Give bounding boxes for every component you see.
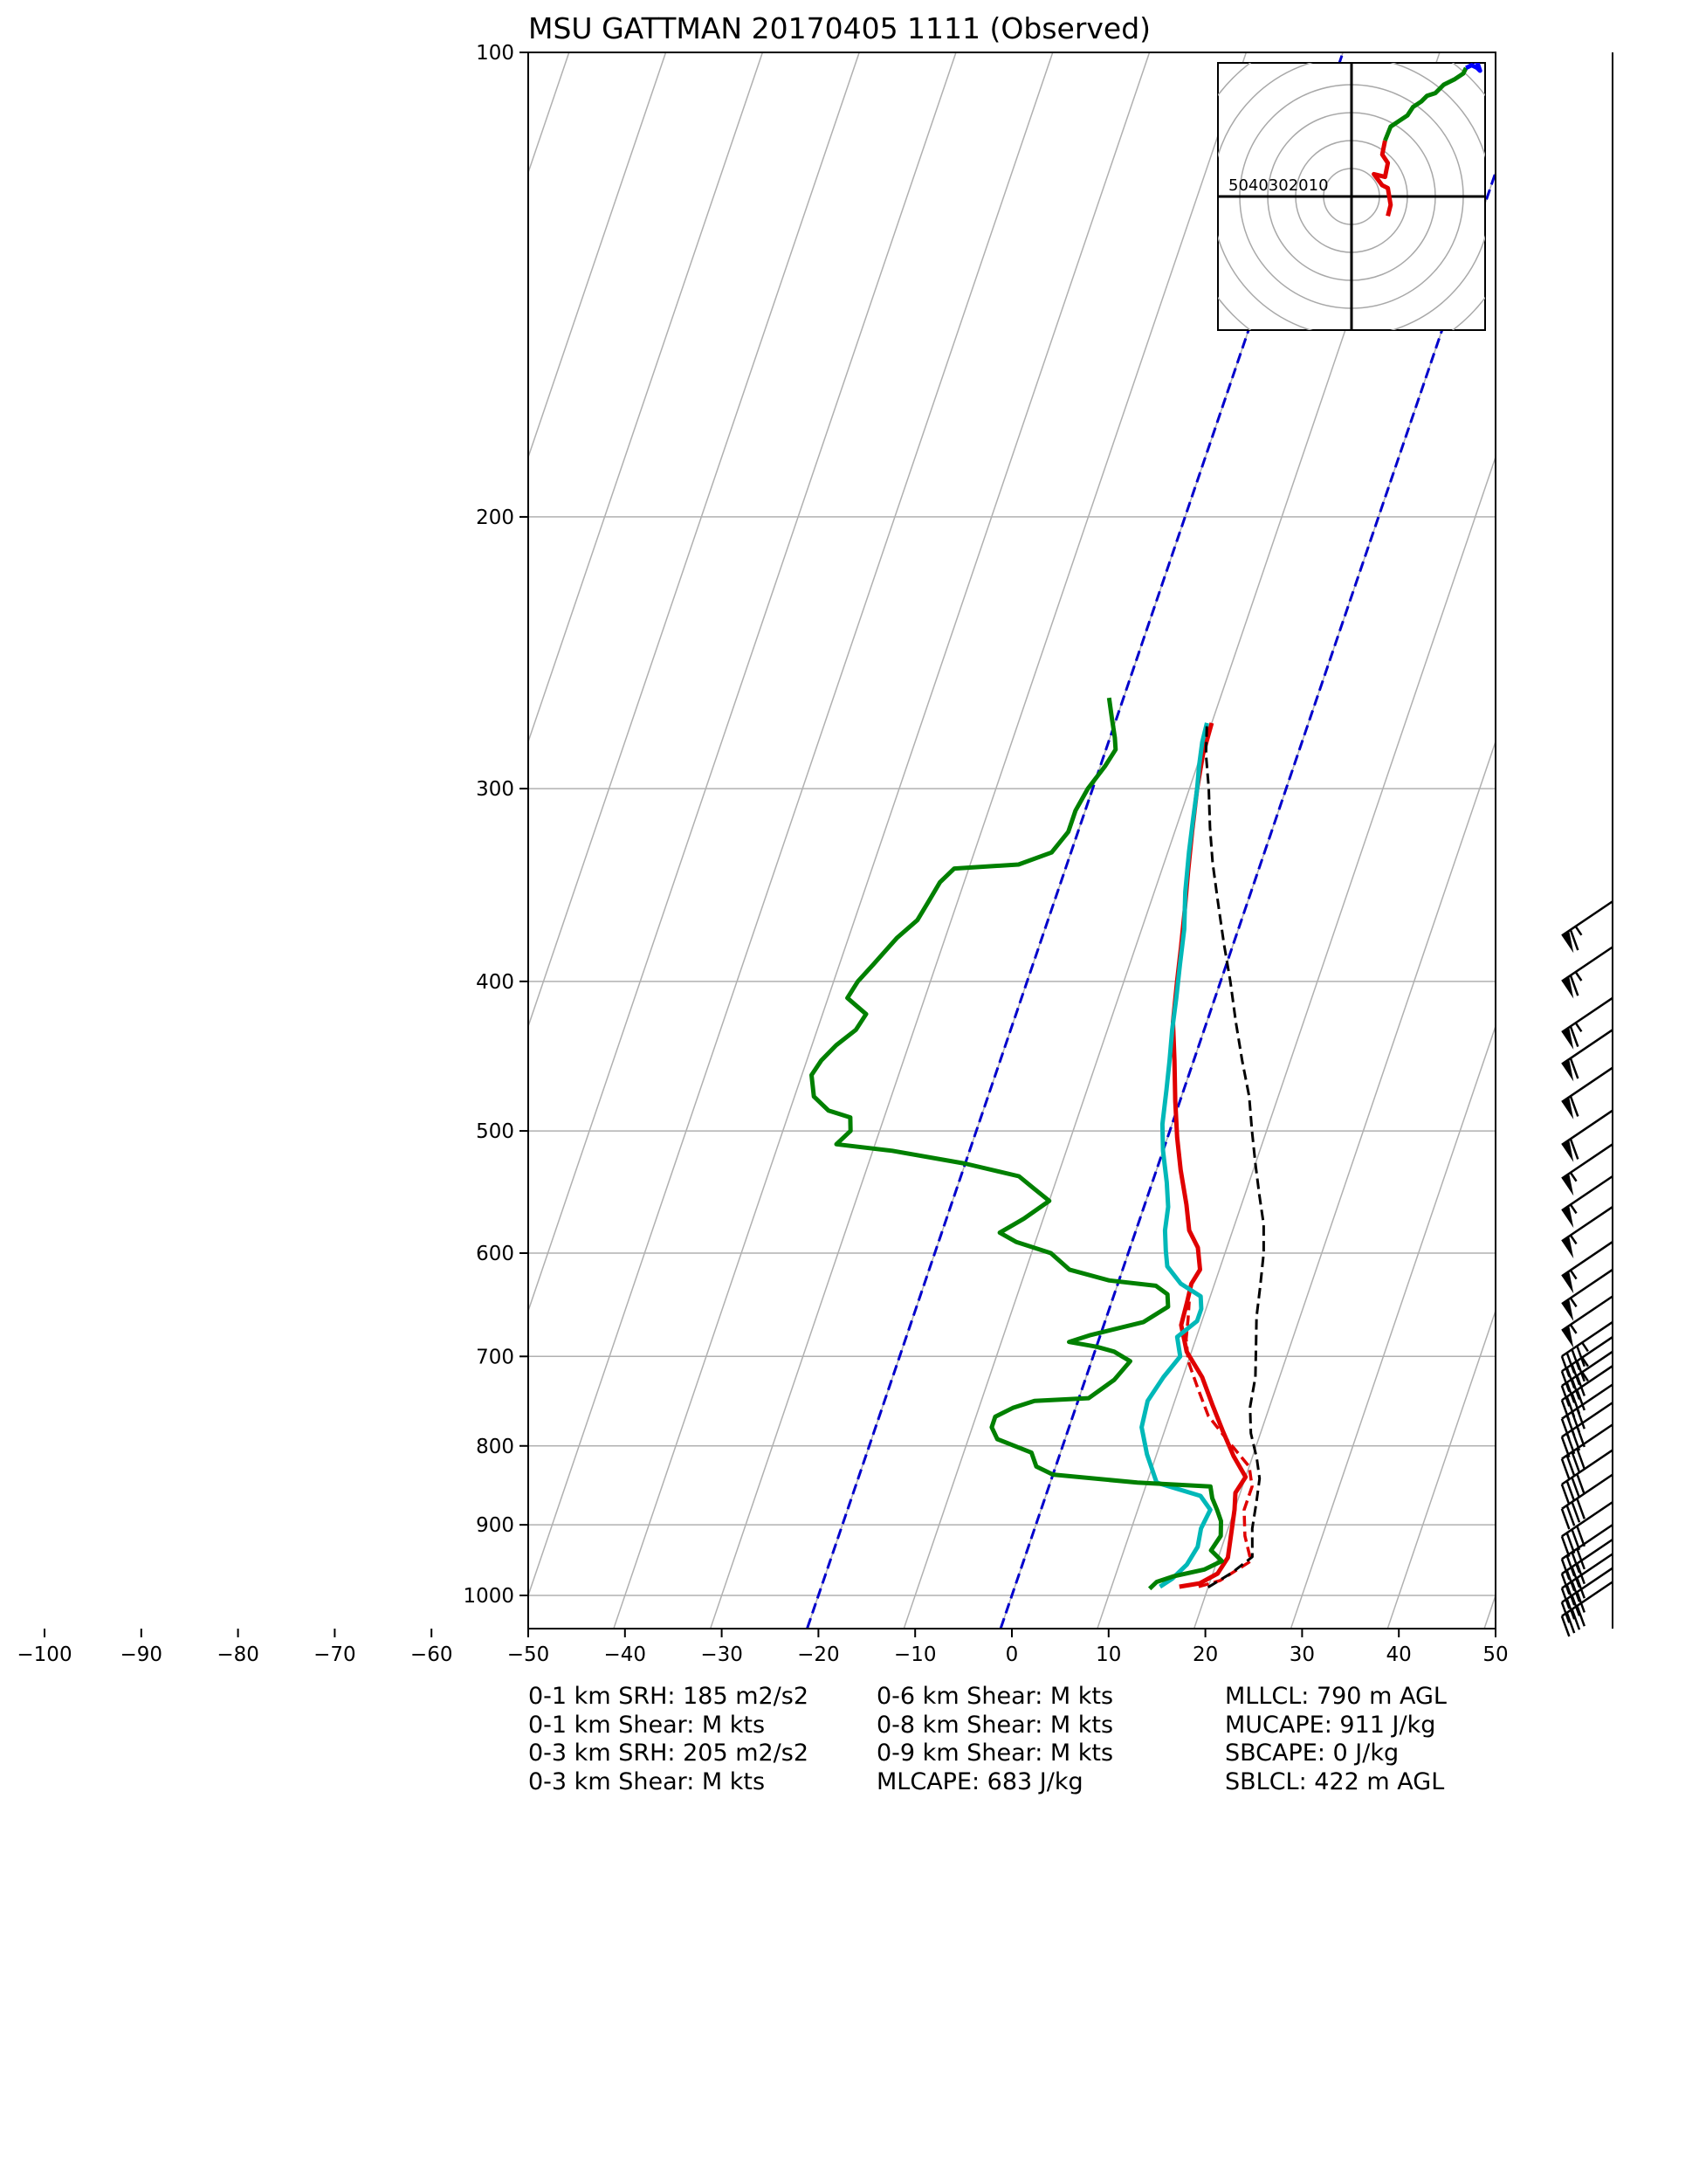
- y-tick-label: 400: [476, 971, 514, 994]
- x-tick-label: 40: [1386, 1643, 1412, 1666]
- wind-barb: [1560, 1501, 1613, 1558]
- isotherm-line: [0, 52, 182, 1628]
- isotherm-line: [528, 52, 667, 459]
- wind-barb: [1561, 1143, 1613, 1196]
- hodograph-traces: [1372, 63, 1482, 217]
- x-tick-label: 10: [1096, 1643, 1121, 1666]
- wind-barb: [1561, 1241, 1613, 1294]
- wind-barb: [1561, 1295, 1613, 1348]
- x-tick-label: −20: [797, 1643, 840, 1666]
- isotherm-line: [1097, 455, 1496, 1629]
- wind-barb: [1561, 1268, 1613, 1322]
- hodograph-inset: 5040302010: [1217, 62, 1486, 331]
- stat-line: 0-1 km Shear: M kts: [528, 1711, 766, 1739]
- temperature-axis: −100 −90 −80 −70 −60 −50 −40 −30 −20 −10 0 10 20 30 40…: [17, 1629, 1509, 1666]
- wind-barb: [1561, 1029, 1613, 1082]
- x-tick-label: 20: [1193, 1643, 1218, 1666]
- y-tick-label: 300: [476, 778, 514, 801]
- sounding-trace-1: [1184, 1301, 1254, 1588]
- sounding-trace-0: [1171, 722, 1248, 1589]
- x-tick-label: 50: [1482, 1643, 1508, 1666]
- x-tick-label: −100: [17, 1643, 72, 1666]
- isotherm-line: [1193, 740, 1496, 1629]
- stats-column-1: 0-1 km SRH: 185 m2/s2 0-1 km Shear: M kt…: [528, 1683, 808, 1796]
- stat-line: 0-9 km Shear: M kts: [877, 1740, 1114, 1767]
- isotherm-line: [1581, 52, 1699, 1628]
- y-tick-label: 900: [476, 1514, 514, 1537]
- hodograph-ring-labels: 5040302010: [1228, 176, 1329, 195]
- stats-column-3: MLLCL: 790 m AGL MUCAPE: 911 J/kg SBCAPE…: [1225, 1683, 1447, 1796]
- isotherm-line: [710, 52, 1248, 1629]
- series-layer: [809, 697, 1265, 1591]
- sounding-trace-2: [1139, 722, 1213, 1589]
- x-tick-label: 0: [1006, 1643, 1019, 1666]
- wind-barb: [1561, 1175, 1613, 1229]
- stat-line: 0-6 km Shear: M kts: [877, 1683, 1114, 1710]
- isotherm-line: [1290, 1023, 1496, 1629]
- isotherm-line: [1483, 1593, 1496, 1629]
- isotherm-line: [528, 52, 764, 744]
- isotherm-line: [1386, 1308, 1496, 1629]
- x-tick-label: −30: [700, 1643, 743, 1666]
- wind-barb: [1561, 996, 1613, 1050]
- isotherm-line: [528, 52, 957, 1313]
- isotherm-line: [613, 52, 1151, 1629]
- x-tick-label: −40: [604, 1643, 647, 1666]
- wind-barbs: [1560, 52, 1613, 1637]
- y-tick-label: 1000: [463, 1585, 514, 1608]
- x-tick-label: −60: [410, 1643, 453, 1666]
- isotherm-line: [0, 52, 472, 1628]
- y-tick-label: 500: [476, 1120, 514, 1143]
- y-tick-label: 200: [476, 506, 514, 529]
- sounding-trace-3: [1204, 722, 1265, 1588]
- stat-line: 0-3 km SRH: 205 m2/s2: [528, 1740, 809, 1767]
- stats-column-2: 0-6 km Shear: M kts 0-8 km Shear: M kts …: [877, 1683, 1113, 1796]
- y-tick-label: 600: [476, 1243, 514, 1265]
- isotherm-line: [528, 52, 570, 175]
- wind-barb: [1560, 1553, 1613, 1609]
- chart-title: MSU GATTMAN 20170405 1111 (Observed): [528, 11, 1151, 45]
- stat-line: MLLCL: 790 m AGL: [1225, 1683, 1447, 1710]
- x-tick-label: −70: [313, 1643, 356, 1666]
- isotherm-line: [528, 52, 860, 1029]
- isotherm-line: [0, 52, 86, 1628]
- stat-line: 0-3 km Shear: M kts: [528, 1767, 766, 1795]
- y-tick-label: 700: [476, 1346, 514, 1368]
- wind-barb: [1561, 1066, 1613, 1120]
- x-tick-label: 30: [1290, 1643, 1315, 1666]
- wind-barb: [1561, 1109, 1613, 1162]
- wind-barb: [1560, 1423, 1613, 1480]
- stat-line: MLCAPE: 683 J/kg: [877, 1767, 1083, 1795]
- wind-barb: [1560, 1320, 1613, 1377]
- isotherm-line: [528, 52, 1054, 1598]
- x-tick-label: −50: [507, 1643, 550, 1666]
- isotherm-line: [0, 52, 375, 1628]
- x-tick-label: −10: [894, 1643, 937, 1666]
- stat-line: 0-1 km SRH: 185 m2/s2: [528, 1683, 809, 1710]
- stat-line: SBLCL: 422 m AGL: [1225, 1767, 1445, 1795]
- wind-barb: [1561, 946, 1613, 999]
- wind-barb: [1561, 1206, 1613, 1259]
- wind-barb: [1560, 1581, 1613, 1637]
- x-tick-label: −90: [120, 1643, 163, 1666]
- stat-line: 0-8 km Shear: M kts: [877, 1711, 1114, 1739]
- wind-barb: [1560, 1449, 1613, 1505]
- pressure-axis: 100 200 300 400 500 600 700 800 900 1000: [463, 42, 528, 1608]
- hodograph-trace-0: [1372, 140, 1393, 217]
- wind-barb: [1560, 1383, 1613, 1440]
- sounding-trace-4: [809, 697, 1224, 1591]
- isotherm-line: [0, 52, 279, 1628]
- wind-barb: [1561, 900, 1613, 954]
- stat-line: MUCAPE: 911 J/kg: [1225, 1711, 1436, 1739]
- y-tick-label: 100: [476, 42, 514, 65]
- wind-barb: [1560, 1336, 1613, 1392]
- stat-line: SBCAPE: 0 J/kg: [1225, 1740, 1400, 1767]
- hodograph-trace-2: [1465, 63, 1482, 73]
- x-tick-label: −80: [217, 1643, 259, 1666]
- wind-barb: [1560, 1473, 1613, 1530]
- y-tick-label: 800: [476, 1436, 514, 1458]
- hodograph-trace-1: [1383, 66, 1469, 141]
